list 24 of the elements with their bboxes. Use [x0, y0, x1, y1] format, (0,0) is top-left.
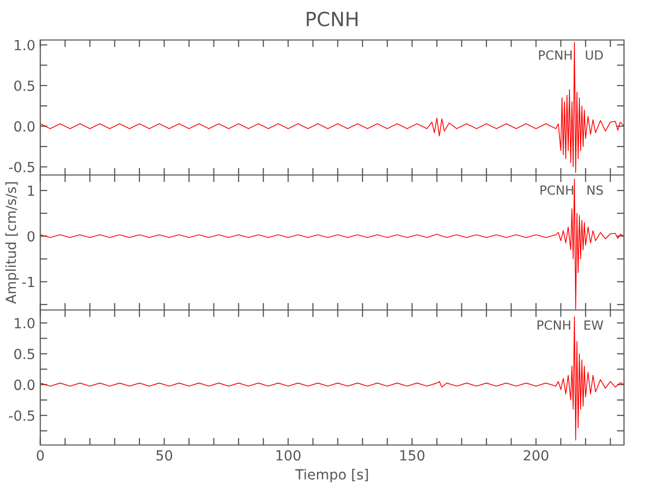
- y-tick-label: 0.0: [14, 380, 35, 390]
- x-tick-label: 50: [156, 450, 172, 461]
- y-axis-title: Amplitud [cm/s/s]: [5, 182, 19, 304]
- x-tick-label: 100: [276, 450, 300, 461]
- x-tick-label: 200: [524, 450, 548, 461]
- y-tick-label: -0.5: [9, 410, 34, 421]
- y-tick-label: 0: [28, 231, 35, 242]
- annotation: PCNH EW: [538, 320, 604, 330]
- y-tick-label: 0.0: [14, 121, 35, 132]
- y-tick-label: 0.5: [14, 348, 34, 360]
- x-tick-label: 0: [36, 450, 44, 461]
- line-series: [40, 42, 624, 173]
- y-tick-label: -0.5: [9, 162, 34, 172]
- y-tick-label: 1: [28, 186, 34, 196]
- annotation: PCNH UD: [539, 50, 603, 60]
- chart-title: PCNH: [306, 12, 358, 26]
- x-axis-title: Tiempo [s]: [295, 468, 368, 482]
- y-tick-label: 1.0: [14, 40, 35, 50]
- y-tick-label: 0.5: [14, 80, 34, 92]
- x-tick-label: 150: [400, 450, 424, 461]
- y-tick-label: -1: [22, 276, 34, 287]
- line-series: [40, 316, 624, 440]
- y-tick-label: 1.0: [14, 318, 35, 328]
- annotation: PCNH NS: [540, 185, 603, 195]
